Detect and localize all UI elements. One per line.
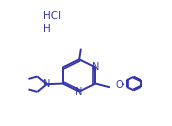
Text: H: H [43,24,51,34]
Text: O: O [116,80,123,90]
Text: N: N [92,62,99,72]
Text: N: N [76,87,83,97]
Text: HCl: HCl [43,11,61,21]
Text: N: N [43,79,50,89]
